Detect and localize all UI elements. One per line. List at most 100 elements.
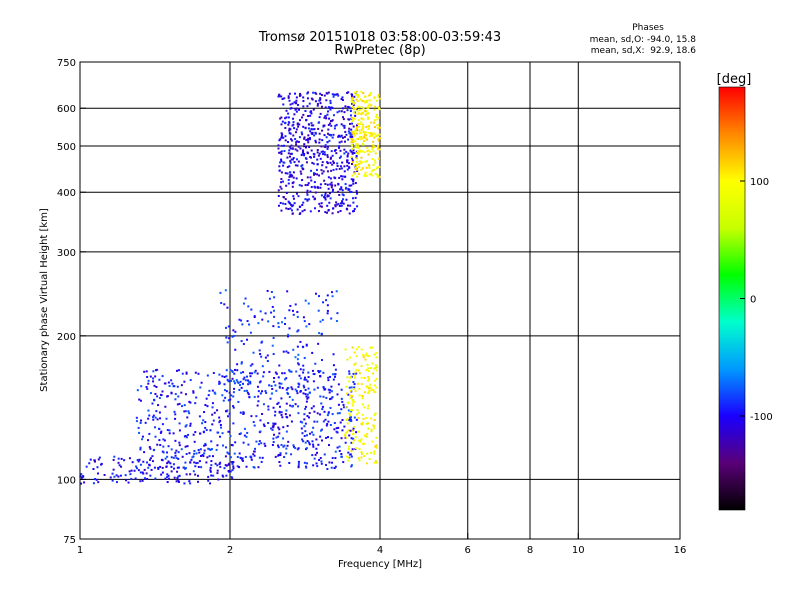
echo-point	[149, 375, 152, 378]
echo-point	[349, 376, 352, 379]
echo-point	[152, 418, 155, 421]
echo-point	[318, 138, 321, 141]
echo-point	[210, 460, 213, 463]
echo-point	[345, 455, 348, 458]
echo-point	[361, 395, 364, 398]
echo-point	[372, 372, 375, 375]
echo-point	[365, 417, 368, 420]
echo-point	[322, 301, 325, 304]
echo-point	[350, 178, 353, 181]
echo-point	[172, 463, 175, 466]
echo-point	[302, 371, 305, 374]
echo-point	[226, 378, 229, 381]
echo-point	[350, 150, 353, 153]
echo-point	[288, 175, 291, 178]
echo-point	[343, 152, 346, 155]
echo-point	[314, 100, 317, 103]
echo-point	[352, 125, 355, 128]
echo-point	[231, 477, 234, 480]
echo-point	[341, 96, 344, 99]
echo-point	[283, 378, 286, 381]
echo-point	[347, 162, 350, 165]
echo-point	[352, 427, 355, 430]
echo-point	[311, 351, 314, 354]
echo-point	[240, 319, 243, 322]
echo-point	[355, 368, 358, 371]
echo-point	[319, 429, 322, 432]
echo-point	[291, 158, 294, 161]
echo-point	[321, 161, 324, 164]
echo-point	[312, 464, 315, 467]
echo-point	[335, 430, 338, 433]
echo-point	[332, 207, 335, 210]
echo-point	[148, 432, 151, 435]
echo-point	[338, 193, 341, 196]
echo-point	[225, 390, 228, 393]
echo-point	[341, 116, 344, 119]
echo-point	[319, 102, 322, 105]
echo-point	[236, 369, 239, 372]
echo-point	[297, 466, 300, 469]
echo-point	[289, 138, 292, 141]
echo-point	[373, 419, 376, 422]
echo-point	[236, 465, 239, 468]
echo-point	[242, 302, 245, 305]
echo-point	[319, 97, 322, 100]
echo-point	[356, 112, 359, 115]
echo-point	[354, 168, 357, 171]
echo-point	[351, 98, 354, 101]
echo-point	[206, 456, 209, 459]
echo-point	[353, 386, 356, 389]
echo-point	[232, 406, 235, 409]
echo-point	[308, 146, 311, 149]
echo-point	[356, 157, 359, 160]
echo-point	[130, 469, 133, 472]
echo-point	[219, 435, 222, 438]
echo-point	[351, 96, 354, 99]
echo-point	[343, 148, 346, 151]
echo-point	[336, 93, 339, 96]
echo-point	[248, 323, 251, 326]
echo-point	[293, 101, 296, 104]
echo-point	[330, 186, 333, 189]
echo-point	[244, 379, 247, 382]
echo-point	[343, 170, 346, 173]
echo-point	[315, 132, 318, 135]
echo-point	[137, 426, 140, 429]
echo-point	[277, 325, 280, 328]
echo-point	[159, 465, 162, 468]
echo-point	[228, 412, 231, 415]
echo-point	[272, 325, 275, 328]
echo-point	[352, 140, 355, 143]
echo-point	[80, 476, 83, 479]
echo-point	[167, 381, 170, 384]
echo-point	[291, 398, 294, 401]
echo-point	[232, 461, 235, 464]
echo-point	[285, 447, 288, 450]
echo-point	[297, 385, 300, 388]
echo-point	[154, 435, 157, 438]
echo-point	[363, 174, 366, 177]
echo-point	[306, 198, 309, 201]
echo-point	[275, 436, 278, 439]
y-tick-label-200: 200	[57, 332, 76, 343]
echo-point	[259, 419, 262, 422]
echo-point	[113, 475, 116, 478]
echo-point	[159, 444, 162, 447]
echo-point	[335, 123, 338, 126]
echo-point	[303, 376, 306, 379]
echo-point	[324, 211, 327, 214]
echo-point	[370, 428, 373, 431]
echo-point	[260, 442, 263, 445]
echo-point	[346, 204, 349, 207]
echo-point	[277, 453, 280, 456]
echo-point	[139, 448, 142, 451]
echo-point	[174, 454, 177, 457]
echo-point	[375, 386, 378, 389]
echo-point	[172, 432, 175, 435]
echo-point	[358, 109, 361, 112]
echo-point	[127, 481, 130, 484]
echo-point	[355, 143, 358, 146]
echo-point	[227, 380, 230, 383]
